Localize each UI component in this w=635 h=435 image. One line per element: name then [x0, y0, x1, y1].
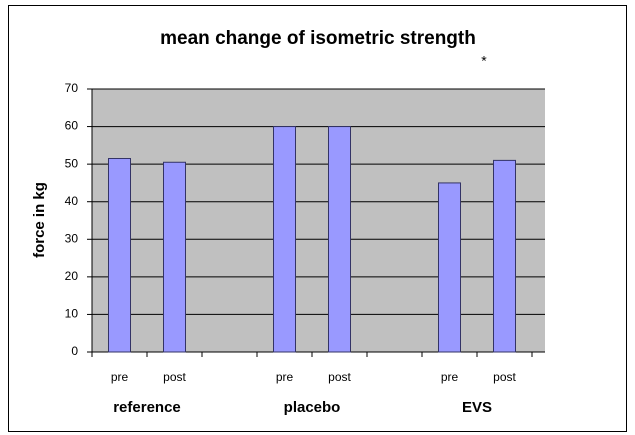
bar — [108, 158, 131, 353]
y-tick-label: 50 — [65, 156, 79, 170]
group-label: placebo — [284, 399, 341, 416]
annotation: * — [481, 53, 487, 69]
x-tick-label: post — [163, 370, 186, 384]
y-tick-label: 60 — [65, 119, 79, 133]
y-tick-label: 0 — [71, 344, 78, 358]
x-tick-label: post — [493, 370, 516, 384]
bar — [273, 126, 296, 353]
group-label: EVS — [462, 399, 492, 416]
bar — [493, 159, 516, 353]
group-label: reference — [113, 399, 181, 416]
x-tick-label: pre — [441, 370, 459, 384]
y-tick-label: 10 — [65, 307, 79, 321]
bar — [438, 182, 461, 353]
y-tick-label: 70 — [65, 81, 79, 95]
y-tick-label: 30 — [65, 231, 79, 245]
y-tick-label: 20 — [65, 269, 79, 283]
x-tick-label: pre — [276, 370, 294, 384]
bar — [163, 161, 186, 353]
plot-area — [92, 89, 545, 352]
x-tick-label: pre — [111, 370, 129, 384]
chart-title: mean change of isometric strength — [160, 28, 476, 49]
x-tick-label: post — [328, 370, 351, 384]
y-axis-label: force in kg — [31, 182, 48, 258]
y-tick-label: 40 — [65, 194, 79, 208]
bar — [328, 126, 351, 353]
